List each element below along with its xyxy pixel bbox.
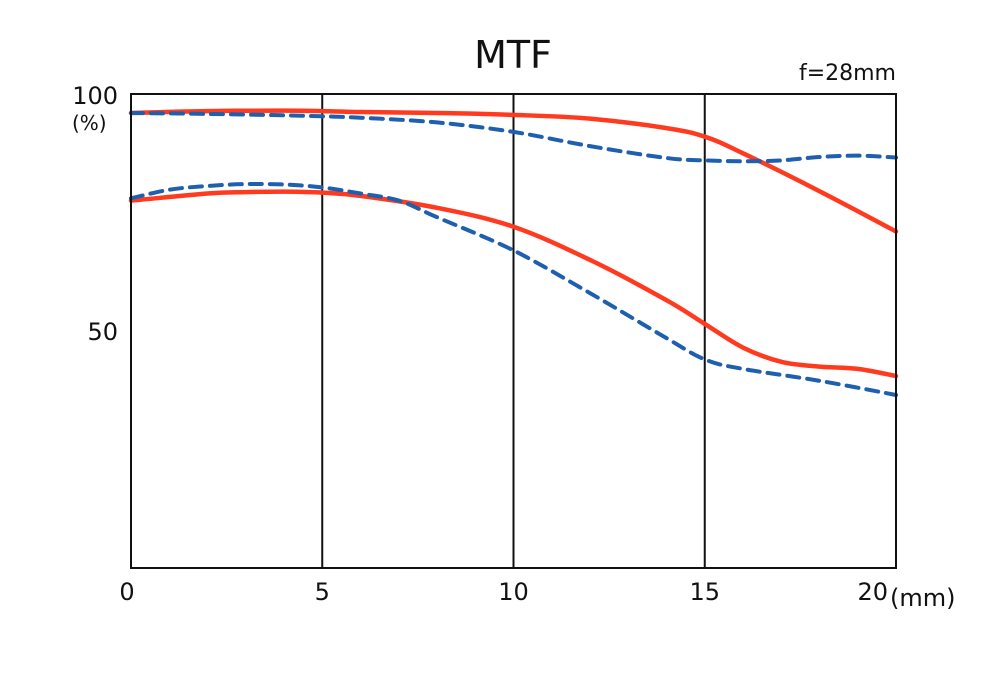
x-axis-unit: (mm) <box>890 584 955 612</box>
x-tick-label-15: 15 <box>689 578 720 606</box>
y-axis-unit: (%) <box>72 111 107 135</box>
y-tick-label-50: 50 <box>87 318 118 346</box>
x-tick-label-10: 10 <box>498 578 529 606</box>
series-line-2-dashed <box>129 111 898 164</box>
series-line-3-solid <box>128 189 899 379</box>
series-group <box>128 108 899 397</box>
series-line-1-solid <box>128 108 899 234</box>
x-tick-label-5: 5 <box>315 578 330 606</box>
x-tick-label-0: 0 <box>119 578 134 606</box>
x-tick-label-20: 20 <box>857 578 888 606</box>
x-axis-ticks: 0 5 10 15 20 <box>119 578 888 606</box>
plot-frame <box>130 93 897 569</box>
series-line-4-dashed <box>129 181 898 397</box>
y-tick-label-100: 100 <box>72 82 118 110</box>
y-axis-ticks: 50 100 <box>72 82 118 346</box>
grid-lines <box>321 94 706 568</box>
chart-title: MTF <box>474 33 552 77</box>
focal-length-label: f=28mm <box>799 61 896 86</box>
